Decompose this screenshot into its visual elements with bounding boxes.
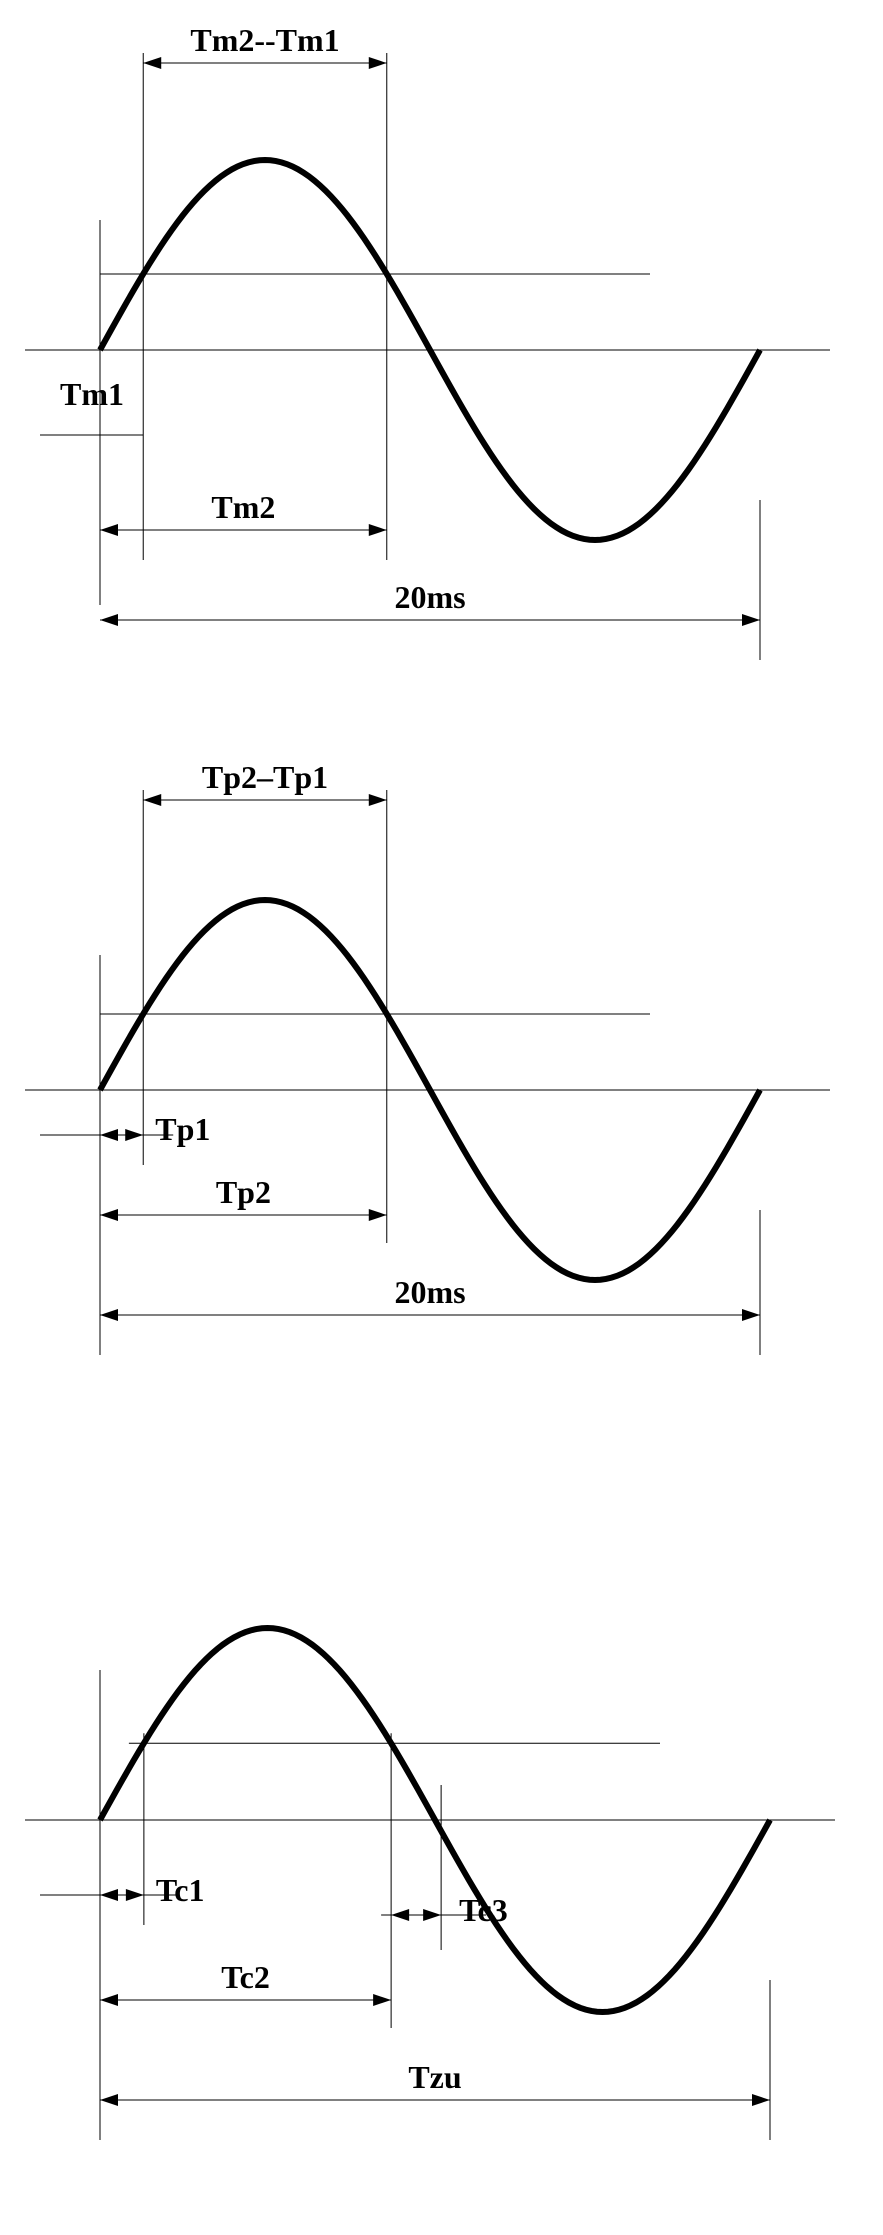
- svg-text:Tc1: Tc1: [156, 1872, 205, 1908]
- svg-text:Tc3: Tc3: [459, 1892, 508, 1928]
- svg-text:20ms: 20ms: [394, 579, 465, 615]
- svg-text:Tp2: Tp2: [216, 1174, 271, 1210]
- svg-text:Tp2–Tp1: Tp2–Tp1: [202, 759, 328, 795]
- svg-text:Tm2: Tm2: [211, 489, 275, 525]
- svg-text:20ms: 20ms: [394, 1274, 465, 1310]
- svg-text:Tzu: Tzu: [408, 2059, 461, 2095]
- svg-text:Tc2: Tc2: [221, 1959, 270, 1995]
- svg-text:Tm2--Tm1: Tm2--Tm1: [190, 22, 339, 58]
- svg-text:Tm1: Tm1: [60, 376, 124, 412]
- svg-text:Tp1: Tp1: [155, 1111, 210, 1147]
